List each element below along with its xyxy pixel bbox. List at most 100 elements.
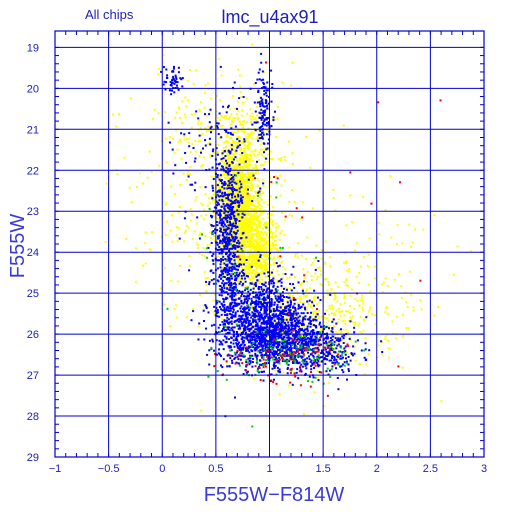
data-point: [406, 306, 409, 309]
data-point: [219, 192, 222, 195]
data-point: [244, 206, 247, 208]
data-point: [384, 311, 387, 313]
data-point: [226, 287, 229, 290]
data-point: [186, 173, 189, 176]
data-point: [385, 307, 388, 310]
data-point: [237, 116, 240, 119]
data-point: [247, 294, 250, 297]
data-point: [248, 168, 250, 171]
data-point: [237, 145, 240, 148]
data-point: [270, 304, 273, 307]
data-point: [250, 184, 253, 187]
data-point: [232, 198, 235, 200]
data-point: [266, 158, 269, 161]
data-point: [470, 250, 472, 253]
data-point: [251, 196, 254, 198]
data-point: [324, 262, 327, 265]
data-point: [269, 244, 272, 247]
data-point: [225, 291, 228, 294]
data-point: [295, 323, 298, 326]
data-point: [351, 221, 354, 224]
data-point: [279, 293, 282, 296]
data-point: [363, 319, 366, 322]
data-point: [242, 321, 245, 324]
data-point: [229, 252, 232, 255]
data-point: [277, 321, 280, 323]
data-point: [238, 178, 240, 181]
data-point: [237, 109, 240, 112]
data-point: [219, 215, 222, 218]
data-point: [305, 288, 308, 291]
data-point: [362, 302, 365, 305]
data-point: [240, 291, 243, 294]
data-point: [223, 335, 226, 338]
data-point: [359, 315, 362, 318]
data-point: [206, 204, 209, 207]
data-point: [249, 189, 252, 192]
data-point: [217, 280, 220, 283]
data-point: [258, 281, 261, 283]
data-point: [225, 241, 228, 243]
data-point: [220, 115, 223, 118]
data-point: [229, 307, 232, 310]
data-point: [367, 353, 370, 356]
data-point: [220, 228, 222, 231]
data-point: [236, 310, 239, 313]
data-point: [223, 192, 226, 195]
data-point: [384, 335, 387, 338]
data-point: [175, 316, 178, 319]
data-point: [244, 240, 247, 243]
data-point: [396, 243, 399, 246]
data-point: [341, 320, 344, 323]
data-point: [231, 268, 234, 271]
data-point: [224, 300, 227, 303]
data-point: [231, 231, 234, 233]
data-point: [248, 255, 251, 258]
data-point: [293, 286, 296, 289]
data-point: [230, 233, 233, 236]
data-point: [280, 229, 283, 232]
data-point: [222, 231, 225, 234]
data-point: [248, 246, 251, 249]
data-point: [256, 272, 259, 275]
data-point: [256, 215, 259, 218]
data-point: [289, 299, 292, 302]
data-point: [230, 214, 233, 217]
data-point: [218, 112, 221, 115]
data-point: [242, 252, 245, 255]
data-point: [355, 275, 358, 278]
data-point: [241, 161, 244, 164]
data-point: [212, 278, 215, 281]
data-point: [236, 279, 239, 282]
data-point: [246, 220, 249, 223]
data-point: [223, 187, 226, 190]
chart-title: lmc_u4ax91: [221, 7, 318, 28]
data-point: [217, 213, 220, 216]
data-point: [170, 185, 173, 188]
data-point: [232, 158, 235, 161]
data-point: [440, 400, 443, 403]
data-point: [234, 257, 237, 260]
data-point: [290, 321, 293, 324]
data-point: [243, 222, 246, 225]
data-point: [263, 252, 266, 255]
data-point: [246, 172, 249, 175]
data-point: [223, 283, 225, 286]
data-point: [235, 198, 238, 201]
data-point: [253, 243, 255, 246]
data-point: [231, 191, 234, 194]
data-point: [210, 269, 213, 272]
data-point: [224, 194, 227, 197]
data-point: [277, 158, 280, 161]
data-point: [231, 149, 234, 152]
data-point: [250, 150, 253, 153]
data-point: [265, 258, 268, 261]
data-point: [386, 306, 389, 309]
data-point: [236, 229, 239, 232]
data-point: [280, 278, 283, 281]
data-point: [241, 284, 244, 287]
data-point: [222, 192, 225, 195]
data-point: [229, 295, 232, 298]
data-point: [194, 150, 197, 153]
data-point: [249, 164, 252, 167]
